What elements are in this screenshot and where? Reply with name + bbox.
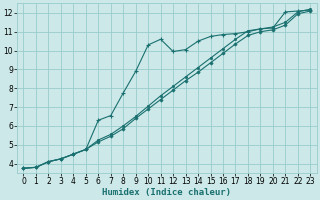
X-axis label: Humidex (Indice chaleur): Humidex (Indice chaleur) <box>102 188 231 197</box>
